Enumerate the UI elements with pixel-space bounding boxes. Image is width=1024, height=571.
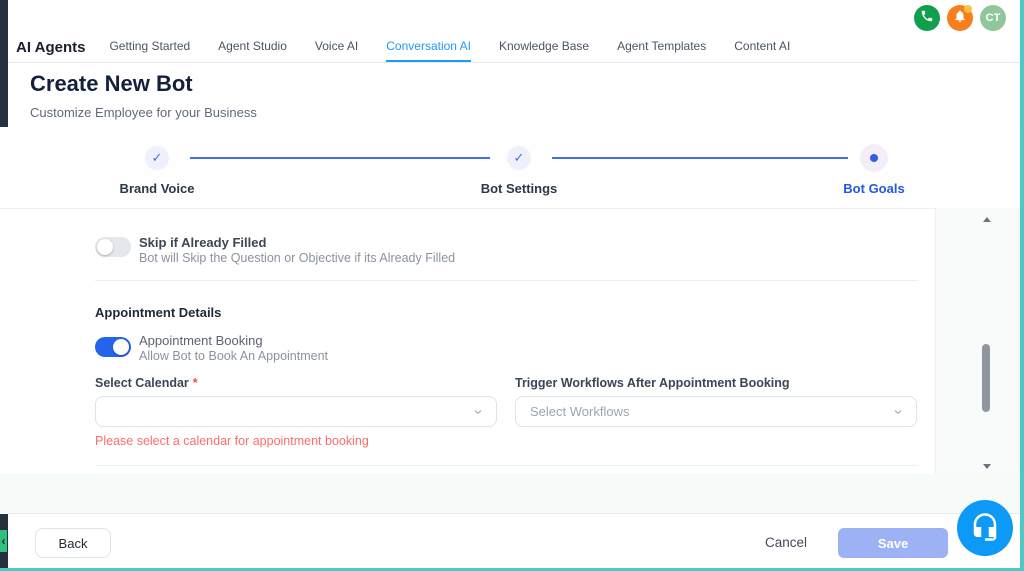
toggle-knob bbox=[113, 339, 129, 355]
skip-if-filled-toggle[interactable] bbox=[95, 237, 131, 257]
vertical-scrollbar[interactable] bbox=[980, 212, 993, 474]
footer-bar: Back Cancel Save bbox=[8, 513, 1020, 568]
panel-background bbox=[0, 474, 1020, 514]
select-calendar-label: Select Calendar * bbox=[95, 376, 198, 390]
page-title: Create New Bot bbox=[30, 71, 193, 96]
appointment-details-heading: Appointment Details bbox=[95, 305, 222, 320]
check-icon: ✓ bbox=[513, 150, 525, 165]
chevron-down-icon bbox=[892, 406, 904, 421]
tab-voice-ai[interactable]: Voice AI bbox=[314, 39, 359, 53]
scroll-up-arrow-icon[interactable] bbox=[983, 217, 991, 222]
support-chat-button[interactable] bbox=[957, 500, 1013, 556]
page-header: Create New Bot Customize Employee for yo… bbox=[8, 63, 1020, 127]
topbar: CT bbox=[8, 0, 1020, 32]
skip-if-filled-label: Skip if Already Filled bbox=[139, 235, 267, 250]
sidebar-expand-handle[interactable]: ‹ bbox=[0, 530, 7, 552]
required-asterisk: * bbox=[192, 376, 198, 390]
tab-getting-started[interactable]: Getting Started bbox=[109, 39, 191, 53]
window-accent-border-right bbox=[1020, 0, 1024, 571]
phone-icon bbox=[920, 9, 934, 28]
appointment-booking-description: Allow Bot to Book An Appointment bbox=[139, 349, 329, 363]
select-calendar-dropdown[interactable] bbox=[95, 396, 497, 427]
step-label-bot-settings: Bot Settings bbox=[480, 181, 558, 196]
step-label-brand-voice: Brand Voice bbox=[119, 181, 195, 196]
bell-icon bbox=[953, 9, 967, 28]
step-brand-voice-indicator[interactable]: ✓ bbox=[145, 146, 169, 170]
scrollbar-thumb[interactable] bbox=[982, 344, 990, 412]
skip-if-filled-description: Bot will Skip the Question or Objective … bbox=[139, 251, 456, 265]
window-accent-border-bottom bbox=[0, 568, 1024, 571]
scroll-down-arrow-icon[interactable] bbox=[983, 464, 991, 469]
tab-knowledge-base[interactable]: Knowledge Base bbox=[498, 39, 590, 53]
select-workflows-dropdown[interactable]: Select Workflows bbox=[515, 396, 917, 427]
app-title: AI Agents bbox=[16, 38, 86, 56]
bot-goals-form: Skip if Already Filled Bot will Skip the… bbox=[0, 208, 936, 474]
step-label-bot-goals: Bot Goals bbox=[843, 181, 905, 196]
wizard-stepper: ✓ ✓ Brand Voice Bot Settings Bot Goals bbox=[0, 127, 1020, 208]
phone-button[interactable] bbox=[914, 5, 940, 31]
select-workflows-placeholder: Select Workflows bbox=[530, 404, 630, 419]
user-avatar[interactable]: CT bbox=[980, 5, 1006, 31]
tab-content-ai[interactable]: Content AI bbox=[734, 39, 791, 53]
cancel-button[interactable]: Cancel bbox=[765, 535, 808, 550]
headset-icon bbox=[970, 512, 1000, 545]
page-subtitle: Customize Employee for your Business bbox=[30, 105, 257, 120]
back-button[interactable]: Back bbox=[35, 528, 111, 558]
calendar-error-message: Please select a calendar for appointment… bbox=[95, 434, 369, 448]
appointment-booking-label: Appointment Booking bbox=[139, 333, 263, 348]
notifications-button[interactable] bbox=[947, 5, 973, 31]
avatar-initials: CT bbox=[985, 12, 1001, 24]
save-button[interactable]: Save bbox=[838, 528, 948, 558]
stepper-connector bbox=[190, 157, 490, 159]
tab-agent-studio[interactable]: Agent Studio bbox=[218, 39, 287, 53]
trigger-workflows-label: Trigger Workflows After Appointment Book… bbox=[515, 376, 790, 390]
active-step-dot-icon bbox=[870, 154, 878, 162]
chevron-down-icon bbox=[472, 406, 484, 421]
scroll-gutter bbox=[936, 208, 1020, 474]
main-nav: AI Agents Getting Started Agent Studio V… bbox=[8, 32, 1020, 63]
appointment-booking-toggle[interactable] bbox=[95, 337, 131, 357]
toggle-knob bbox=[97, 239, 113, 255]
tab-agent-templates[interactable]: Agent Templates bbox=[617, 39, 707, 53]
section-divider bbox=[95, 465, 917, 466]
check-icon: ✓ bbox=[151, 150, 163, 165]
step-bot-settings-indicator[interactable]: ✓ bbox=[507, 146, 531, 170]
select-calendar-label-text: Select Calendar bbox=[95, 376, 189, 390]
step-bot-goals-indicator[interactable] bbox=[860, 144, 888, 172]
section-divider bbox=[95, 280, 917, 281]
notification-badge bbox=[964, 5, 972, 13]
nav-tabs: Getting Started Agent Studio Voice AI Co… bbox=[109, 32, 790, 62]
chevron-left-icon: ‹ bbox=[1, 534, 6, 548]
stepper-connector bbox=[552, 157, 848, 159]
tab-conversation-ai[interactable]: Conversation AI bbox=[386, 32, 471, 62]
